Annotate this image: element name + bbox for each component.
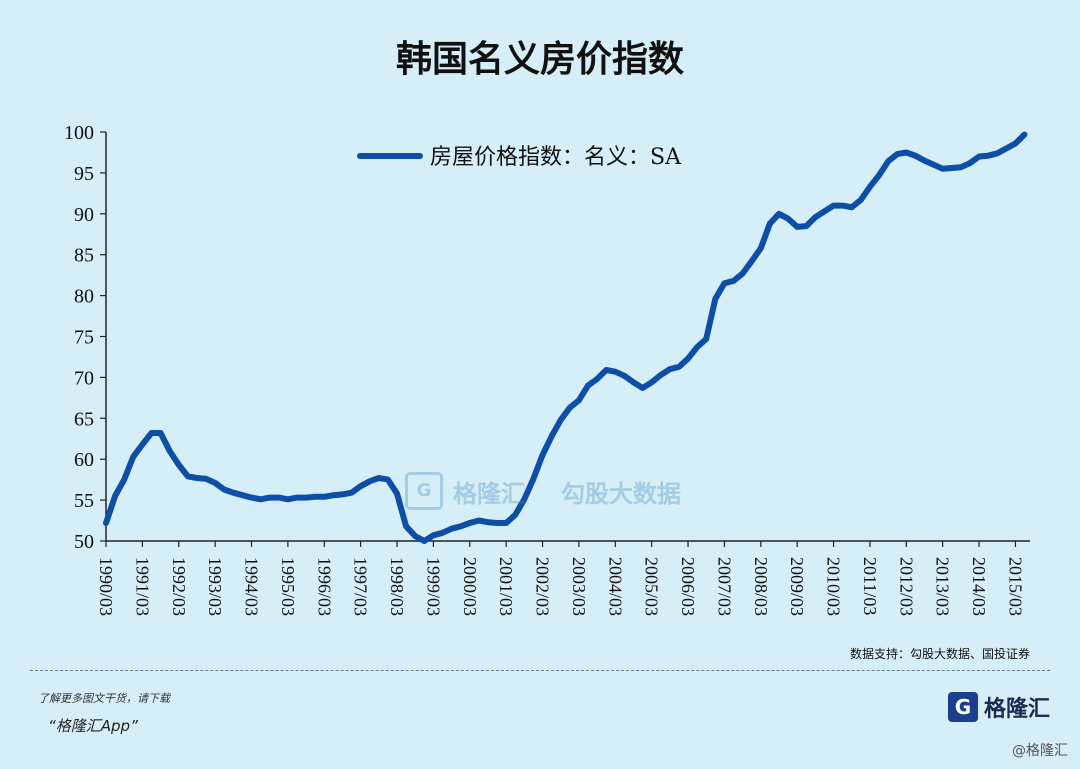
x-tick-label: 1996/03 — [314, 557, 334, 616]
x-tick-label: 2013/03 — [933, 557, 953, 616]
watermark-left: 格隆汇 — [453, 479, 525, 508]
x-tick-label: 2015/03 — [1005, 557, 1025, 616]
y-tick-label: 50 — [74, 531, 94, 553]
x-tick-label: 2009/03 — [787, 557, 807, 616]
y-tick-label: 75 — [74, 327, 94, 349]
gelonghui-logo-icon: G — [405, 472, 443, 510]
watermark: G 格隆汇 勾股大数据 — [405, 472, 681, 510]
series-line — [103, 131, 1028, 544]
x-tick-label: 1992/03 — [169, 557, 189, 616]
page-title: 韩国名义房价指数 — [395, 39, 684, 80]
x-tick-label: 1999/03 — [423, 557, 443, 616]
brand-logo: G 格隆汇 — [948, 691, 1050, 723]
x-tick-label: 2007/03 — [714, 557, 734, 616]
y-tick-label: 95 — [74, 163, 94, 185]
x-tick-label: 1994/03 — [242, 557, 262, 616]
plot-area — [103, 131, 1028, 544]
x-axis: 1990/03 1991/03 1992/03 1993/03 1994/03 1995/… — [96, 540, 1030, 616]
footer-app-name: “格隆汇App” — [48, 717, 138, 735]
x-tick-label: 2011/03 — [860, 557, 880, 615]
x-tick-label: 1991/03 — [132, 557, 152, 616]
x-tick-label: 1993/03 — [205, 557, 225, 616]
x-tick-label: 2012/03 — [896, 557, 916, 616]
x-tick-label: 2000/03 — [460, 557, 480, 616]
x-tick-label: 2002/03 — [533, 557, 553, 616]
x-tick-label: 2008/03 — [751, 557, 771, 616]
brand-g-icon: G — [948, 692, 978, 722]
divider — [30, 670, 1050, 671]
x-tick-label: 1990/03 — [96, 557, 116, 616]
x-tick-label: 2005/03 — [642, 557, 662, 616]
watermark-right: 勾股大数据 — [561, 479, 681, 508]
x-tick-label: 2010/03 — [824, 557, 844, 616]
y-tick-label: 60 — [74, 449, 94, 471]
y-axis: 50 55 60 65 70 75 80 85 90 95 100 — [64, 122, 107, 553]
x-tick-label: 2001/03 — [496, 557, 516, 616]
brand-name: 格隆汇 — [984, 697, 1051, 722]
y-tick-label: 85 — [74, 245, 94, 267]
x-tick-label: 2006/03 — [678, 557, 698, 616]
y-tick-label: 80 — [74, 286, 94, 308]
y-tick-label: 65 — [74, 408, 94, 430]
source-note: 数据支持：勾股大数据、国投证券 — [849, 647, 1030, 661]
x-tick-label: 1997/03 — [351, 557, 371, 616]
x-tick-label: 2004/03 — [605, 557, 625, 616]
y-tick-label: 70 — [74, 367, 94, 389]
footer-note: 了解更多图文干货，请下载 — [38, 692, 170, 705]
x-tick-label: 1995/03 — [278, 557, 298, 616]
y-tick-label: 55 — [74, 490, 94, 512]
brand-handle: @格隆汇 — [1012, 743, 1068, 759]
y-tick-label: 100 — [64, 122, 94, 144]
x-tick-label: 2014/03 — [969, 557, 989, 616]
x-tick-label: 2003/03 — [569, 557, 589, 616]
legend: 房屋价格指数：名义：SA — [357, 145, 682, 170]
x-tick-label: 1998/03 — [387, 557, 407, 616]
legend-label: 房屋价格指数：名义：SA — [430, 145, 682, 170]
y-tick-label: 90 — [74, 204, 94, 226]
